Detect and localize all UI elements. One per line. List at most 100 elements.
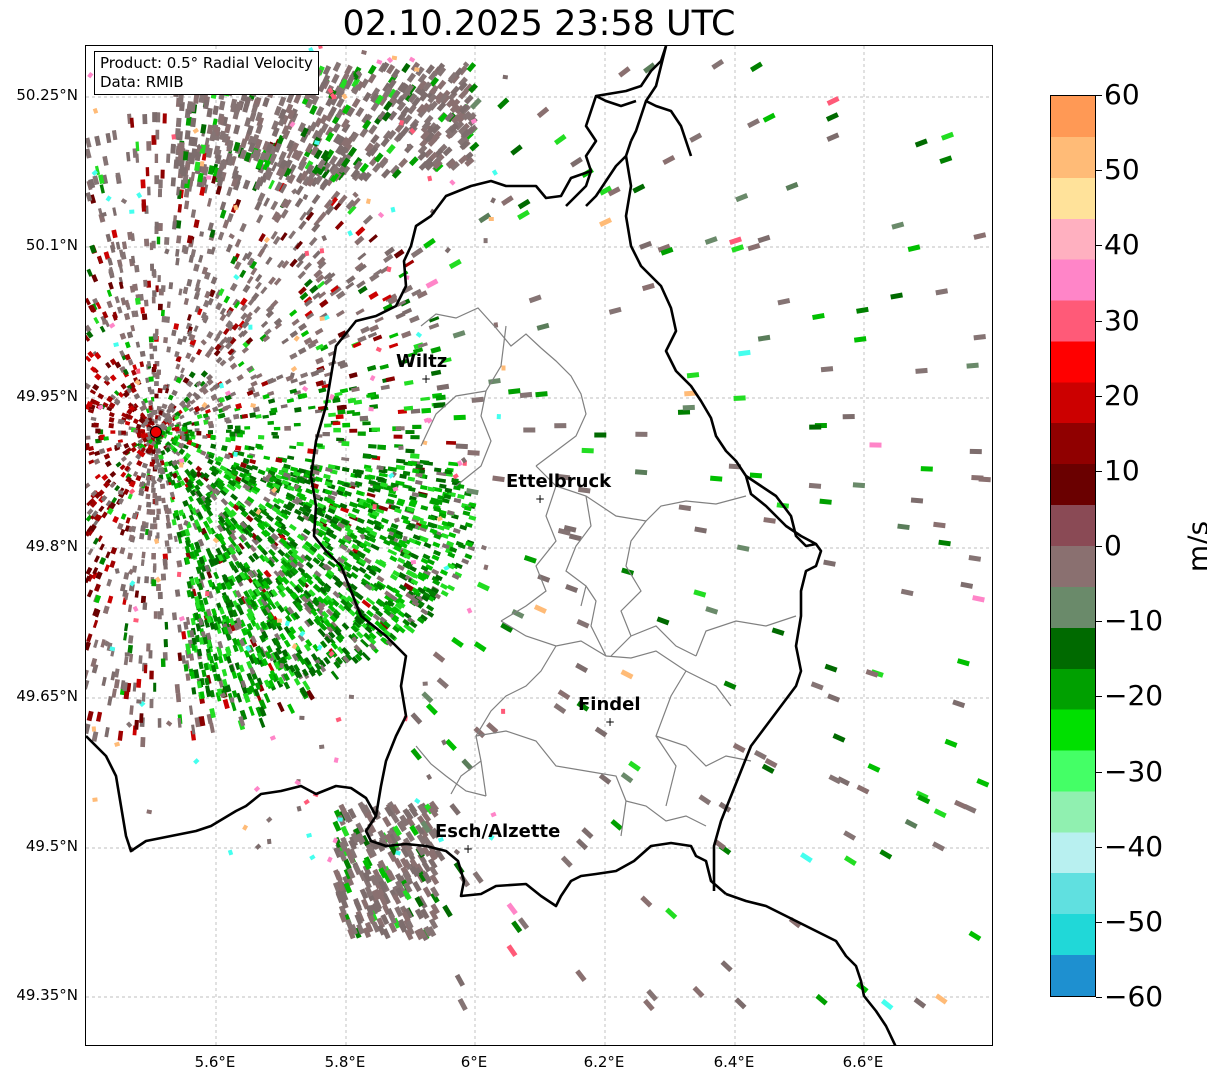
echo-cell [322, 65, 332, 76]
echo-cell [575, 662, 589, 673]
echo-cell [156, 514, 160, 521]
lon-label: 5.8°E [324, 1053, 366, 1071]
echo-cell [246, 496, 255, 504]
echo-cell [222, 510, 230, 519]
echo-cell [217, 402, 224, 408]
echo-cell [656, 616, 670, 626]
echo-cell [357, 263, 367, 273]
echo-cell [154, 448, 161, 454]
echo-cell [372, 334, 383, 342]
echo-cell [749, 61, 763, 73]
echo-cell [176, 186, 181, 196]
echo-cell [357, 335, 367, 343]
echo-cell [319, 344, 329, 352]
echo-cell [198, 637, 205, 645]
echo-cell [330, 190, 341, 202]
echo-cell [458, 103, 469, 114]
radar-map[interactable]: + + + + [85, 45, 993, 1046]
echo-cell [271, 432, 278, 436]
echo-cell [92, 175, 100, 186]
echo-cell [126, 460, 133, 467]
echo-cell [334, 391, 343, 397]
echo-cell [367, 331, 378, 339]
echo-cell [412, 514, 421, 521]
echo-cell [196, 413, 203, 420]
echo-cell [293, 390, 302, 396]
echo-cell [166, 517, 171, 524]
echo-cell [242, 692, 251, 704]
echo-cell [407, 93, 418, 104]
echo-cell [199, 161, 205, 167]
echo-cell [216, 330, 223, 338]
echo-cell [197, 582, 204, 591]
echo-cell [106, 406, 113, 412]
echo-cell [327, 464, 336, 470]
echo-cell [200, 339, 207, 346]
echo-cell [276, 497, 285, 505]
echo-cell [181, 335, 188, 343]
echo-cell [104, 460, 112, 468]
echo-cell [260, 620, 268, 629]
echo-cell [270, 407, 278, 414]
echo-cell [90, 490, 98, 497]
echo-cell [329, 393, 335, 400]
echo-cell [370, 543, 380, 551]
echo-cell [265, 577, 273, 586]
echo-cell [277, 569, 286, 578]
echo-cell [217, 655, 224, 664]
echo-cell [969, 448, 982, 455]
echo-cell [366, 518, 375, 526]
echo-cell [375, 346, 382, 353]
echo-cell [201, 266, 209, 275]
echo-cell [153, 364, 157, 370]
echo-cell [599, 217, 612, 228]
echo-cell [286, 398, 295, 404]
echo-cell [267, 420, 275, 426]
echo-cell [407, 802, 418, 814]
echo-cell [199, 571, 206, 580]
echo-cell [286, 93, 295, 104]
echo-cell [117, 439, 124, 444]
echo-cell [429, 84, 439, 95]
echo-cell [289, 330, 299, 338]
echo-cell [365, 526, 374, 533]
echo-cell [337, 194, 348, 205]
echo-cell [410, 247, 424, 259]
echo-cell [355, 70, 362, 77]
echo-cell [635, 431, 648, 437]
echo-cell [124, 299, 130, 307]
echo-cell [963, 804, 977, 814]
echo-cell [466, 607, 473, 614]
echo-cell [273, 651, 282, 661]
map-canvas[interactable]: + + + + [86, 46, 993, 1046]
echo-cell [86, 334, 91, 342]
echo-cell [436, 101, 447, 112]
echo-cell [305, 561, 314, 570]
echo-cell [373, 899, 383, 911]
echo-cell [218, 339, 226, 347]
echo-cell [421, 594, 430, 602]
colorbar-tick-label: −60 [1104, 980, 1164, 1013]
echo-cell [114, 568, 120, 574]
echo-cell [880, 998, 894, 1011]
echo-cell [146, 501, 152, 508]
echo-cell [357, 170, 368, 182]
echo-cell [401, 330, 412, 339]
echo-cell [346, 867, 356, 880]
echo-cell [417, 342, 428, 349]
echo-cell [379, 265, 390, 275]
echo-cell [313, 542, 322, 550]
radar-site-marker[interactable] [150, 426, 162, 438]
echo-cell [852, 482, 866, 489]
echo-cell [441, 739, 447, 746]
echo-cell [310, 370, 319, 377]
echo-cell [409, 498, 418, 505]
echo-cell [304, 458, 313, 463]
echo-cell [242, 457, 250, 465]
echo-cell [204, 290, 211, 299]
echo-cell [420, 102, 431, 113]
echo-cell [209, 708, 216, 719]
echo-cell [241, 527, 250, 536]
echo-cell [324, 572, 333, 580]
colorbar-tick-label: −30 [1104, 754, 1164, 788]
